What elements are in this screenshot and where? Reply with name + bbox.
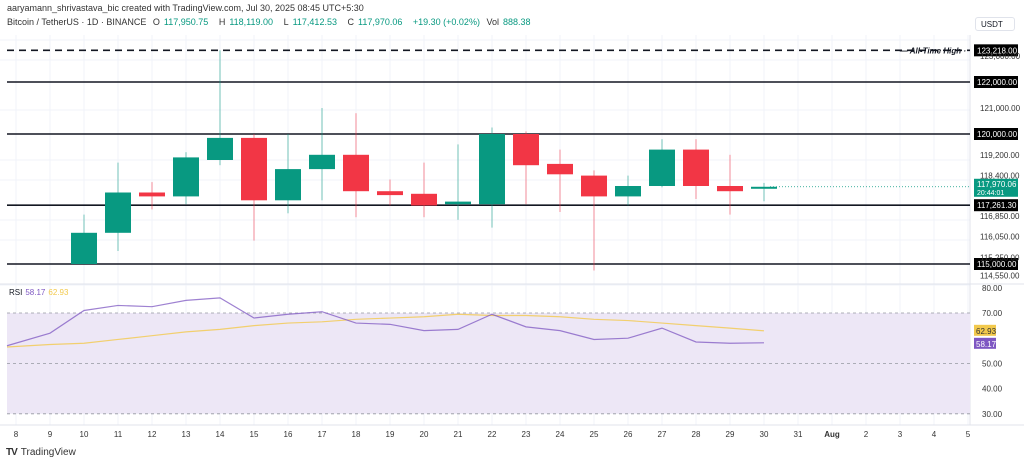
svg-text:30.00: 30.00 [982,410,1003,419]
ohlc-close: C 117,970.06 [347,17,403,27]
level-label: 120,000.00 [974,128,1018,140]
ohlc-low: L 117,412.53 [283,17,337,27]
volume: Vol 888.38 [486,17,531,27]
rsi-label: RSI [9,288,23,297]
rsi-ma-line [6,313,765,348]
svg-text:20: 20 [420,430,429,439]
symbol-title[interactable]: Bitcoin / TetherUS · 1D · BINANCE [7,17,147,27]
last-price-badge [974,178,1018,197]
candle[interactable] [649,139,675,188]
svg-text:117,970.06: 117,970.06 [977,180,1017,189]
svg-text:10: 10 [80,430,89,439]
svg-text:119,200.00: 119,200.00 [980,151,1020,160]
svg-text:31: 31 [794,430,803,439]
svg-text:123,000.00: 123,000.00 [980,52,1021,61]
svg-text:115,250.00: 115,250.00 [980,254,1020,263]
tradingview-logo-icon: TV [6,447,18,458]
currency-selector[interactable]: USDT [975,17,1015,31]
svg-text:62.93: 62.93 [976,327,997,336]
svg-text:2: 2 [864,430,869,439]
candle[interactable] [343,113,369,218]
svg-text:23: 23 [522,430,531,439]
svg-text:27: 27 [658,430,667,439]
svg-text:115,000.00: 115,000.00 [977,260,1017,269]
svg-text:117,261.30: 117,261.30 [977,201,1017,210]
svg-text:15: 15 [250,430,259,439]
ohlc-change: +19.30 (+0.02%) [412,17,480,27]
ohlc-open: O 117,950.75 [152,17,209,27]
svg-text:14: 14 [216,430,225,439]
candle[interactable] [513,131,539,205]
ohlc-high: H 118,119.00 [218,17,274,27]
rsi-value: 58.17 [25,288,46,297]
level-label: 117,261.30 [974,199,1018,212]
svg-text:21: 21 [454,430,463,439]
svg-text:26: 26 [624,430,633,439]
candle[interactable] [71,214,97,264]
svg-text:16: 16 [284,430,293,439]
svg-text:121,000.00: 121,000.00 [980,104,1021,113]
candle[interactable] [105,162,131,251]
svg-text:40.00: 40.00 [982,385,1003,394]
candle[interactable] [547,149,573,212]
svg-text:123,218.00: 123,218.00 [977,46,1018,55]
symbol-legend: Bitcoin / TetherUS · 1D · BINANCE O 117,9… [7,17,539,27]
svg-text:19: 19 [386,430,395,439]
candle[interactable] [139,182,165,210]
svg-text:28: 28 [692,430,701,439]
chart-credit: aaryamann_shrivastava_bic created with T… [7,3,364,13]
svg-text:3: 3 [898,430,903,439]
brand-name: TradingView [20,447,76,458]
svg-text:29: 29 [726,430,735,439]
rsi-line [6,297,765,347]
candle[interactable] [377,179,403,206]
svg-text:13: 13 [182,430,191,439]
svg-text:58.17: 58.17 [976,340,997,349]
svg-text:5: 5 [966,430,971,439]
candle[interactable] [173,152,199,205]
level-label: 122,000.00 [974,76,1018,88]
svg-text:30: 30 [760,430,769,439]
candle[interactable] [479,127,505,228]
svg-text:11: 11 [114,430,123,439]
svg-text:— All-Time High ·: — All-Time High · [899,46,967,55]
level-label: 123,218.00 [974,44,1018,57]
svg-text:116,050.00: 116,050.00 [980,233,1020,242]
candle[interactable] [309,108,335,201]
level-label: 115,000.00 [974,258,1018,270]
svg-text:50.00: 50.00 [982,359,1003,368]
svg-text:20:44:01: 20:44:01 [977,190,1004,197]
candle[interactable] [615,175,641,206]
svg-text:9: 9 [48,430,53,439]
svg-text:116,850.00: 116,850.00 [980,212,1020,221]
candle[interactable] [581,170,607,271]
candle[interactable] [445,144,471,220]
rsi-ma-value: 62.93 [48,288,69,297]
svg-text:70.00: 70.00 [982,309,1003,318]
svg-text:4: 4 [932,430,937,439]
svg-text:12: 12 [148,430,157,439]
svg-text:24: 24 [556,430,565,439]
tradingview-footer: TV TradingView [6,447,76,458]
candle[interactable] [683,139,709,199]
svg-text:17: 17 [318,430,327,439]
svg-text:122,000.00: 122,000.00 [977,78,1018,87]
svg-text:114,550.00: 114,550.00 [980,272,1020,281]
rsi-legend: RSI 58.17 62.93 [9,288,68,297]
svg-text:Aug: Aug [824,430,840,439]
svg-text:25: 25 [590,430,599,439]
svg-text:80.00: 80.00 [982,284,1003,293]
candle[interactable] [241,134,267,241]
candle[interactable] [207,50,233,166]
svg-text:22: 22 [488,430,497,439]
candle[interactable] [751,182,777,202]
svg-text:8: 8 [14,430,19,439]
candle[interactable] [717,154,743,215]
svg-text:118,400.00: 118,400.00 [980,172,1020,181]
svg-text:18: 18 [352,430,361,439]
candle[interactable] [275,134,301,214]
svg-text:120,000.00: 120,000.00 [977,130,1018,139]
candle[interactable] [411,162,437,218]
